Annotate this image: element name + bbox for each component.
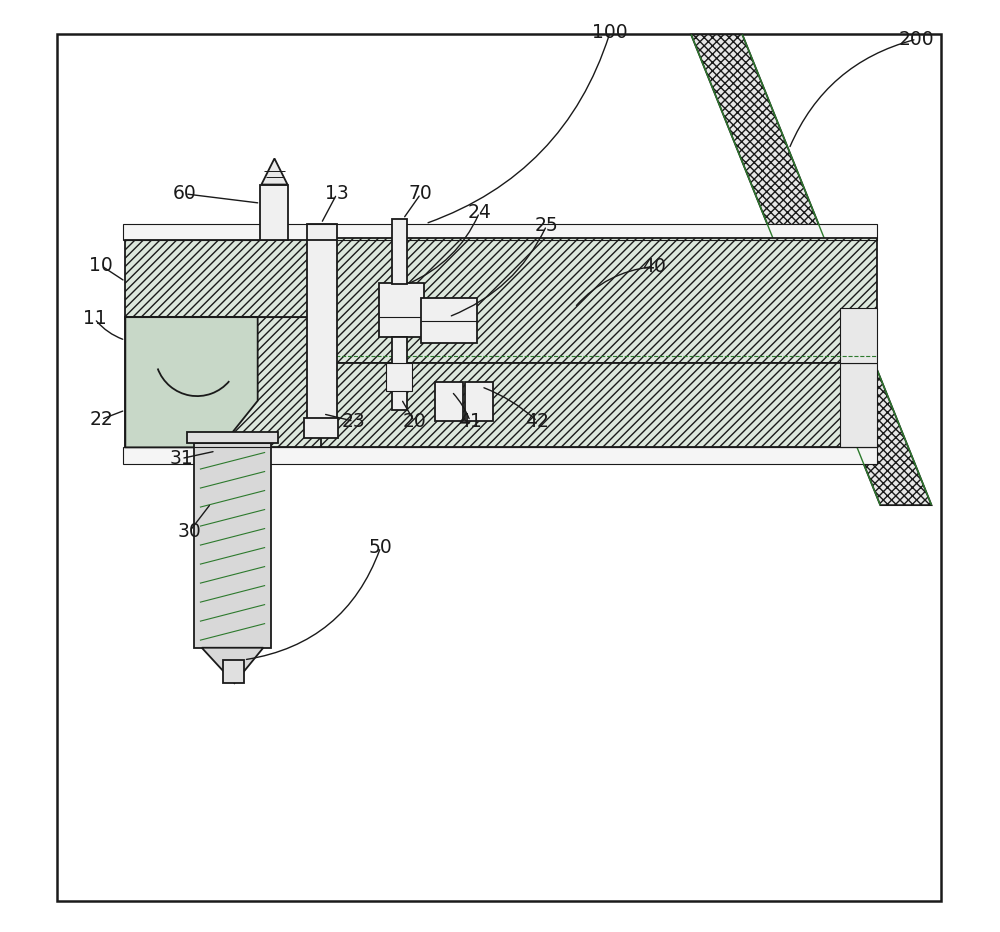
Bar [840, 308, 877, 363]
Polygon shape [202, 648, 263, 683]
Text: 11: 11 [83, 309, 106, 328]
Text: 50: 50 [369, 538, 393, 556]
Bar [187, 432, 278, 443]
Text: 70: 70 [409, 185, 433, 203]
Text: 100: 100 [592, 23, 628, 42]
Bar [125, 317, 321, 447]
Text: 10: 10 [89, 256, 113, 275]
Text: 24: 24 [468, 203, 491, 222]
Bar [123, 447, 877, 464]
Bar [379, 283, 424, 337]
Text: 30: 30 [178, 522, 202, 541]
Text: 22: 22 [89, 410, 113, 429]
Text: 60: 60 [173, 185, 197, 203]
Bar [392, 337, 407, 410]
Bar [194, 443, 271, 648]
Bar [386, 363, 412, 391]
Text: 40: 40 [642, 257, 666, 276]
Bar [318, 238, 877, 363]
Bar [304, 418, 338, 438]
Bar [223, 660, 244, 683]
Bar [392, 219, 407, 284]
Text: 23: 23 [342, 412, 366, 431]
Polygon shape [691, 34, 932, 505]
Bar [307, 224, 337, 419]
Text: 25: 25 [535, 216, 558, 235]
Bar [123, 224, 877, 240]
Bar [125, 240, 321, 319]
Bar [435, 382, 463, 421]
Bar [260, 185, 288, 240]
Text: 31: 31 [169, 449, 193, 468]
Polygon shape [261, 158, 288, 185]
Bar [840, 363, 877, 447]
Text: 41: 41 [458, 412, 482, 431]
Text: 20: 20 [402, 412, 426, 431]
Text: 13: 13 [325, 185, 349, 203]
Text: 42: 42 [525, 412, 549, 431]
Text: 200: 200 [899, 30, 934, 48]
Bar [318, 363, 877, 447]
Bar [421, 298, 477, 343]
Polygon shape [125, 317, 258, 447]
Bar [465, 382, 493, 421]
